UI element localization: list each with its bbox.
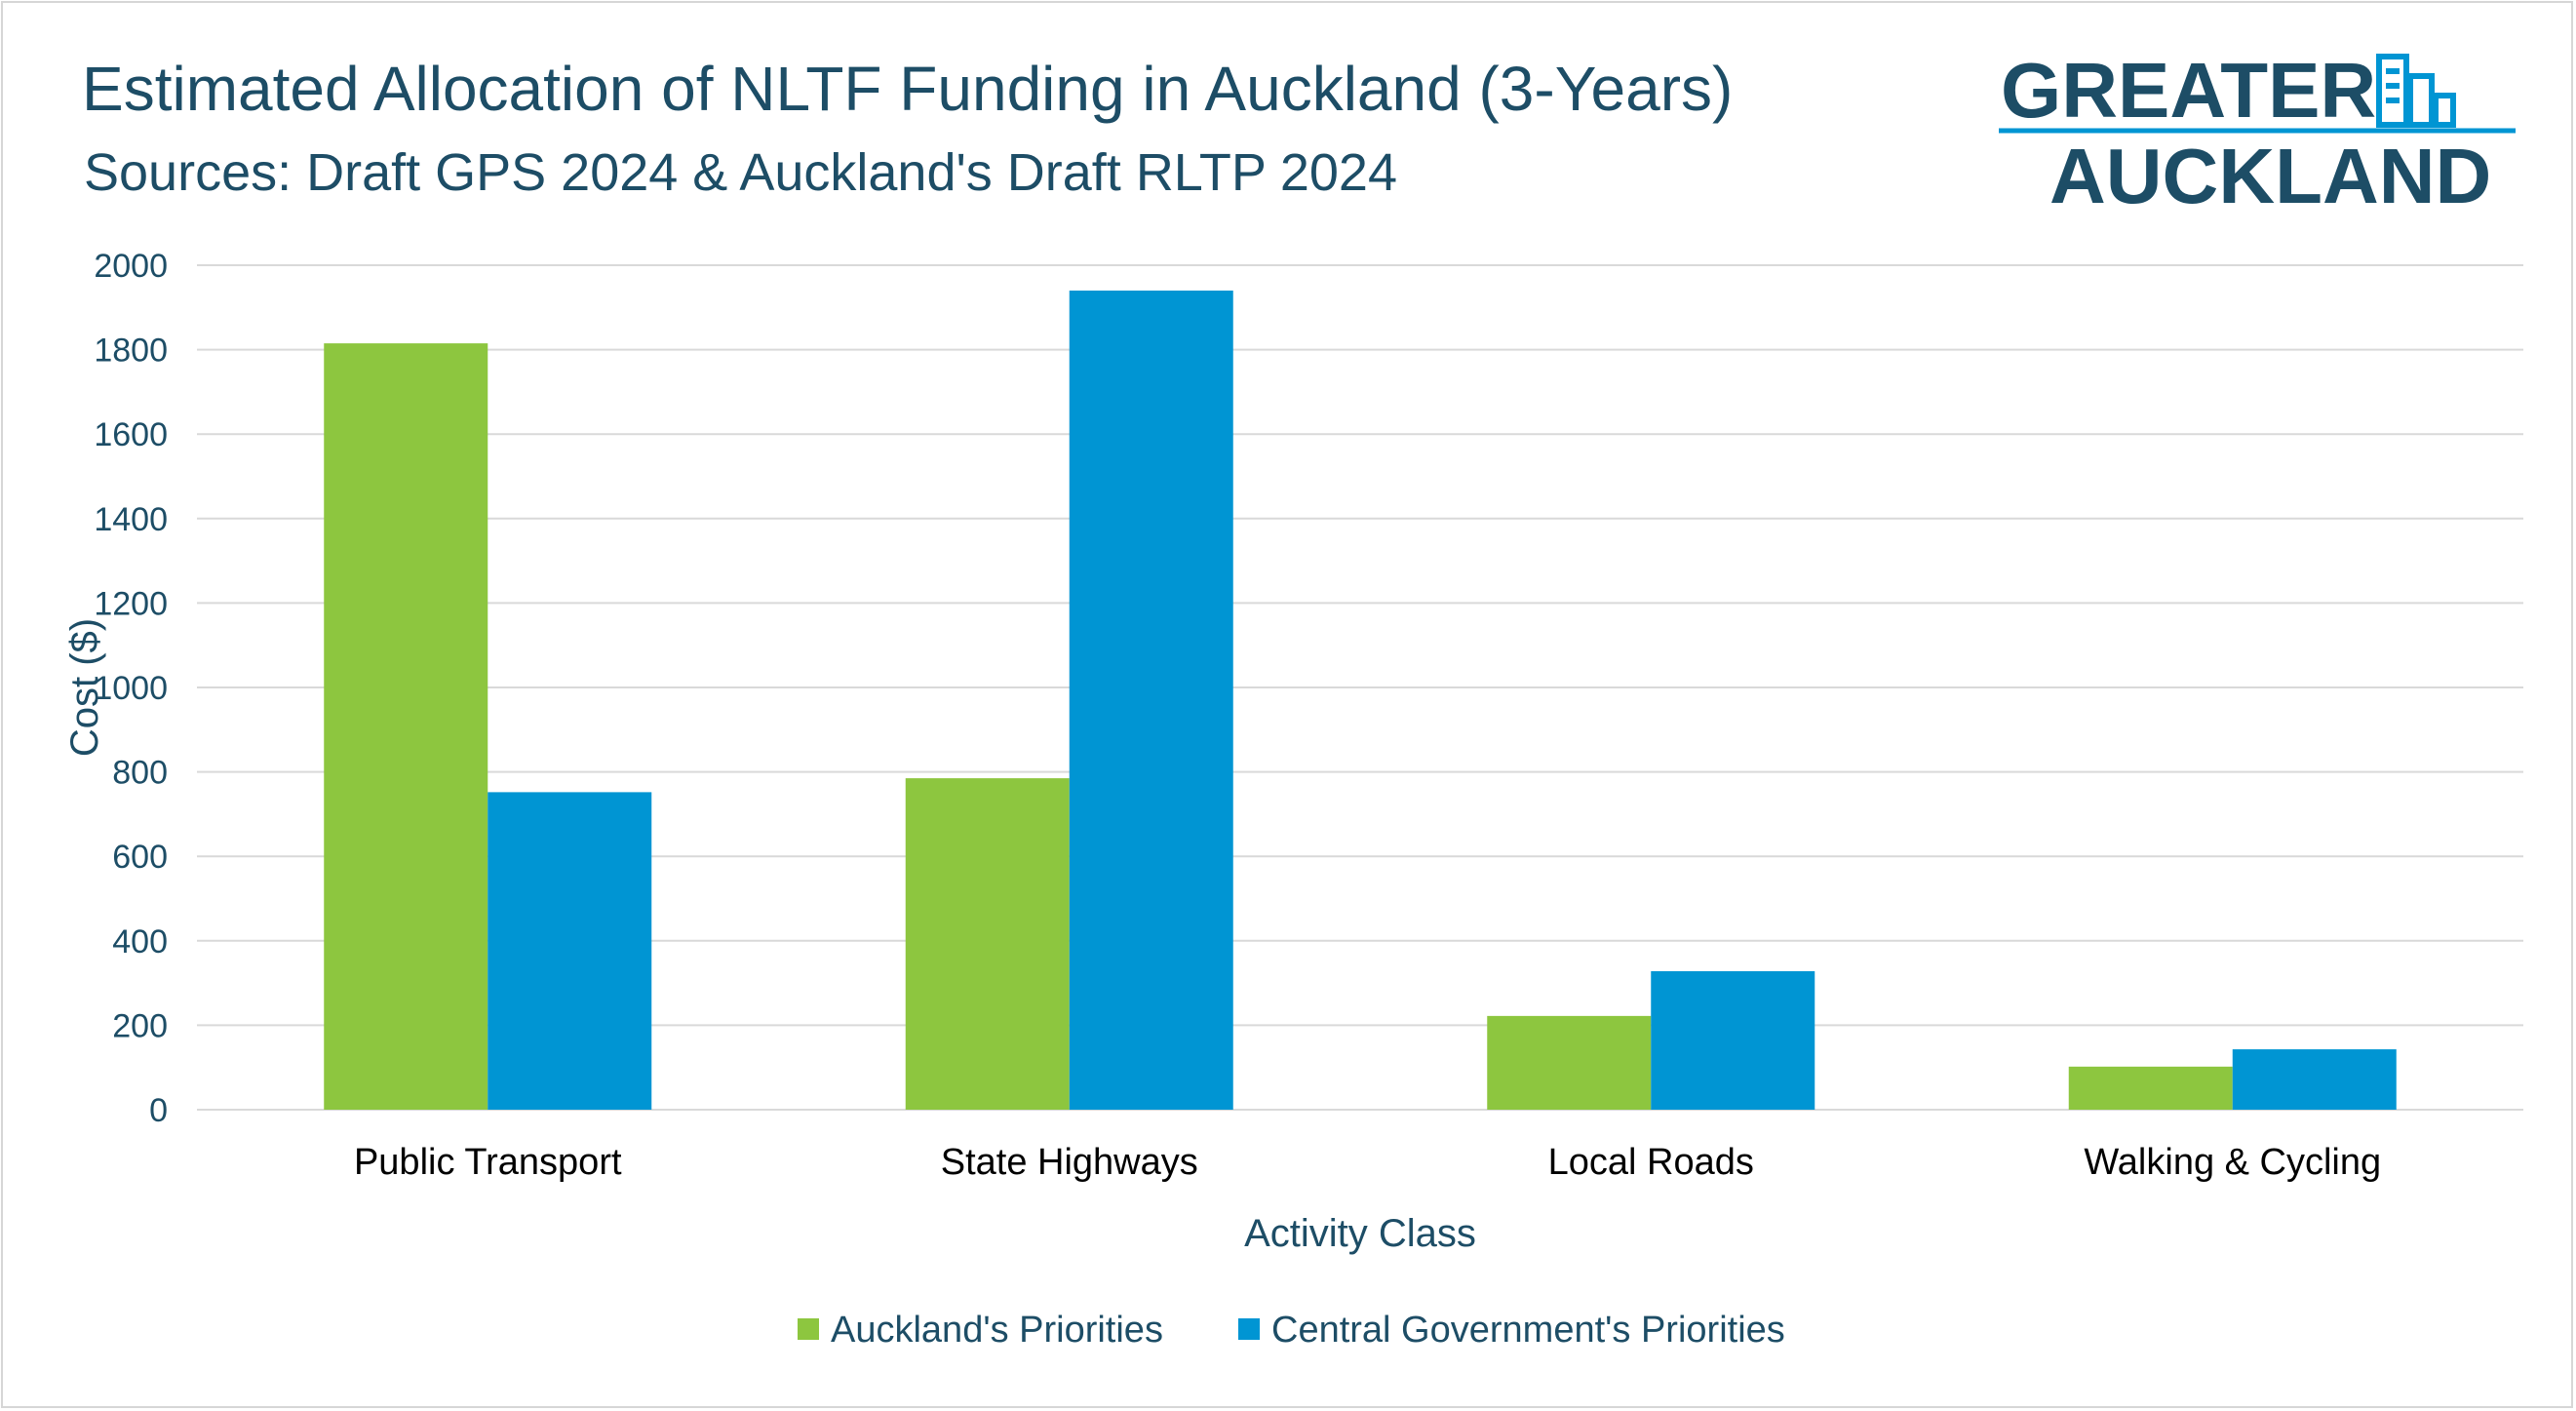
x-tick-label: Walking & Cycling xyxy=(2084,1142,2381,1183)
y-tick-label: 1200 xyxy=(94,585,168,622)
logo-text-greater: GREATER xyxy=(2001,47,2376,134)
y-tick-label: 1400 xyxy=(94,501,168,538)
chart-subtitle: Sources: Draft GPS 2024 & Auckland's Dra… xyxy=(84,143,1397,202)
bar-auckland-0 xyxy=(324,343,488,1111)
legend-swatch-auckland xyxy=(798,1318,819,1340)
bar-central-government-1 xyxy=(1069,290,1233,1111)
y-tick-label: 1600 xyxy=(94,416,168,453)
bar-auckland-1 xyxy=(905,778,1070,1110)
greater-auckland-logo: GREATER AUCKLAND xyxy=(1999,47,2516,213)
x-tick-label: State Highways xyxy=(941,1142,1198,1183)
y-tick-label: 800 xyxy=(112,755,168,792)
bar-central-government-2 xyxy=(1651,970,1815,1110)
bar-central-government-3 xyxy=(2232,1049,2397,1110)
y-tick-label: 0 xyxy=(149,1092,168,1129)
bar-auckland-3 xyxy=(2068,1066,2233,1110)
y-tick-label: 1800 xyxy=(94,333,168,370)
y-tick-label: 1000 xyxy=(94,670,168,707)
x-axis-title: Activity Class xyxy=(1244,1212,1476,1255)
y-axis-title: Cost ($) xyxy=(63,618,106,757)
bar-auckland-2 xyxy=(1487,1015,1652,1110)
y-tick-label: 2000 xyxy=(94,248,168,285)
skyline-icon xyxy=(2376,54,2456,128)
logo-text-auckland: AUCKLAND xyxy=(2049,133,2491,213)
y-tick-label: 200 xyxy=(112,1007,168,1044)
legend-label-auckland: Auckland's Priorities xyxy=(831,1310,1163,1351)
chart-title: Estimated Allocation of NLTF Funding in … xyxy=(82,54,1734,124)
legend-swatch-central-government xyxy=(1238,1318,1260,1340)
bar-central-government-0 xyxy=(488,792,652,1110)
y-tick-label: 600 xyxy=(112,839,168,876)
legend-label-central-government: Central Government's Priorities xyxy=(1271,1310,1785,1351)
y-tick-label: 400 xyxy=(112,923,168,960)
x-tick-label: Local Roads xyxy=(1548,1142,1754,1183)
x-tick-label: Public Transport xyxy=(354,1142,622,1183)
